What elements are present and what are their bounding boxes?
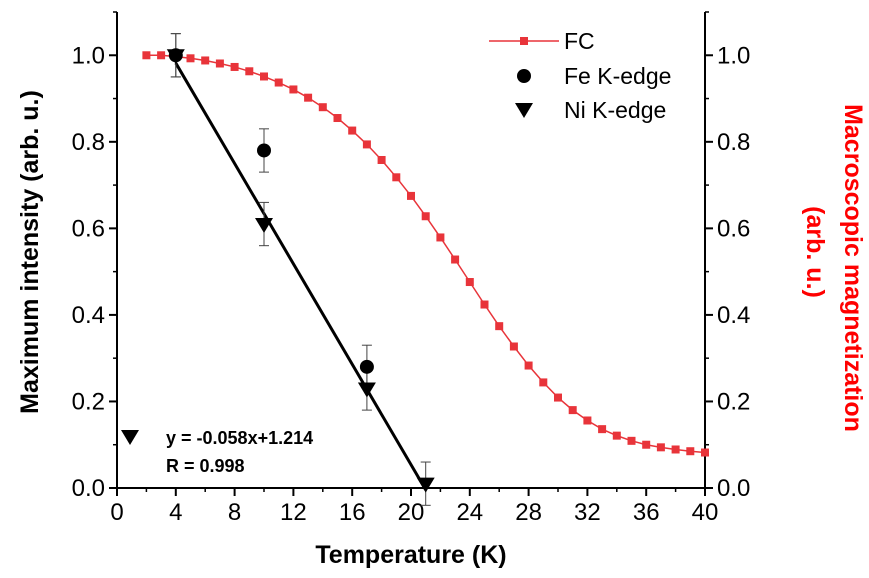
x-tick-label: 36 [633, 499, 660, 526]
fc-point [612, 431, 621, 440]
y2-tick-label: 0.6 [717, 215, 750, 242]
markers [166, 48, 435, 493]
fc-point [701, 448, 709, 457]
fc-point [201, 56, 210, 65]
y2-ticks: 0.0 0.2 0.4 0.6 0.8 1.0 [705, 11, 750, 502]
x-ticks: 0 4 8 12 16 20 24 28 32 36 40 [110, 488, 718, 526]
y-tick-label: 0.8 [72, 129, 105, 156]
fc-point [495, 322, 504, 331]
fit-line [174, 62, 427, 491]
fc-point [318, 103, 327, 112]
fc-point [598, 425, 607, 434]
fc-point [362, 140, 371, 149]
y-tick-label: 0.2 [72, 388, 105, 415]
fc-point [627, 436, 636, 445]
x-tick-label: 28 [515, 499, 542, 526]
x-tick-label: 8 [228, 499, 241, 526]
fc-point [568, 406, 577, 415]
fc-point [215, 59, 224, 68]
legend: FC Fe K-edge Ni K-edge [489, 28, 671, 123]
x-axis-title: Temperature (K) [315, 541, 506, 569]
fc-point [186, 54, 195, 63]
fc-point [289, 85, 298, 94]
fc-point [671, 445, 680, 454]
legend-fe-marker [517, 69, 531, 83]
fc-point [480, 300, 489, 309]
fc-point [524, 361, 533, 370]
fc-point [348, 126, 357, 135]
x-tick-label: 24 [456, 499, 483, 526]
fc-point [642, 440, 651, 449]
ni-point [255, 218, 273, 234]
y2-axis-title-line1: Macroscopic magnetization [839, 104, 867, 432]
fc-point [230, 62, 239, 71]
fc-point [554, 393, 562, 402]
fc-point [583, 416, 592, 425]
fc-point [407, 191, 415, 200]
y-tick-label: 0.6 [72, 215, 105, 242]
fc-point [142, 51, 151, 60]
fc-point [392, 173, 401, 182]
fit-equation: y = -0.058x+1.214 [166, 428, 313, 448]
y2-tick-label: 0.2 [717, 388, 750, 415]
fe-point [257, 143, 271, 158]
fc-point [509, 342, 518, 351]
fc-point [436, 233, 445, 242]
y-tick-label: 1.0 [72, 42, 105, 69]
x-tick-label: 0 [110, 499, 123, 526]
fc-point [274, 78, 283, 87]
y2-tick-label: 1.0 [717, 42, 750, 69]
y-tick-label: 0.4 [72, 302, 105, 329]
x-tick-label: 4 [169, 499, 182, 526]
y2-tick-label: 0.4 [717, 302, 750, 329]
x-tick-label: 32 [574, 499, 601, 526]
x-tick-label: 16 [339, 499, 366, 526]
fc-point [465, 278, 474, 287]
fc-point [304, 93, 313, 102]
x-tick-label: 12 [280, 499, 307, 526]
legend-fc-marker [520, 37, 528, 45]
ni-point [357, 382, 376, 398]
fc-point [451, 255, 460, 264]
y-tick-label: 0.0 [72, 475, 105, 502]
ni-point [416, 477, 435, 493]
fit-r-value: R = 0.998 [166, 456, 245, 476]
x-tick-label: 20 [398, 499, 425, 526]
fc-series [142, 51, 709, 457]
fc-point [157, 51, 166, 60]
fc-point [656, 443, 665, 452]
x-tick-label: 40 [692, 499, 719, 526]
y2-tick-label: 0.0 [717, 475, 750, 502]
legend-ni-marker [515, 103, 533, 118]
fc-point [421, 212, 430, 221]
fc-point [245, 67, 254, 76]
fe-point [359, 359, 374, 374]
fc-point [377, 155, 386, 164]
y-axis-title: Maximum intensity (arb. u.) [16, 90, 44, 414]
fc-point [260, 72, 268, 81]
y2-tick-label: 0.8 [717, 129, 750, 156]
annotation-marker [121, 430, 139, 445]
legend-fe-label: Fe K-edge [564, 63, 671, 89]
fc-point [686, 447, 695, 456]
y2-axis-title-line2: (arb. u.) [801, 206, 829, 298]
ni-point [166, 49, 185, 65]
fc-point [333, 114, 342, 123]
fit-layer [174, 62, 427, 491]
y-ticks: 0.0 0.2 0.4 0.6 0.8 1.0 [72, 11, 117, 502]
fc-point [539, 378, 548, 387]
legend-ni-label: Ni K-edge [564, 97, 666, 123]
legend-fc-label: FC [564, 28, 595, 54]
